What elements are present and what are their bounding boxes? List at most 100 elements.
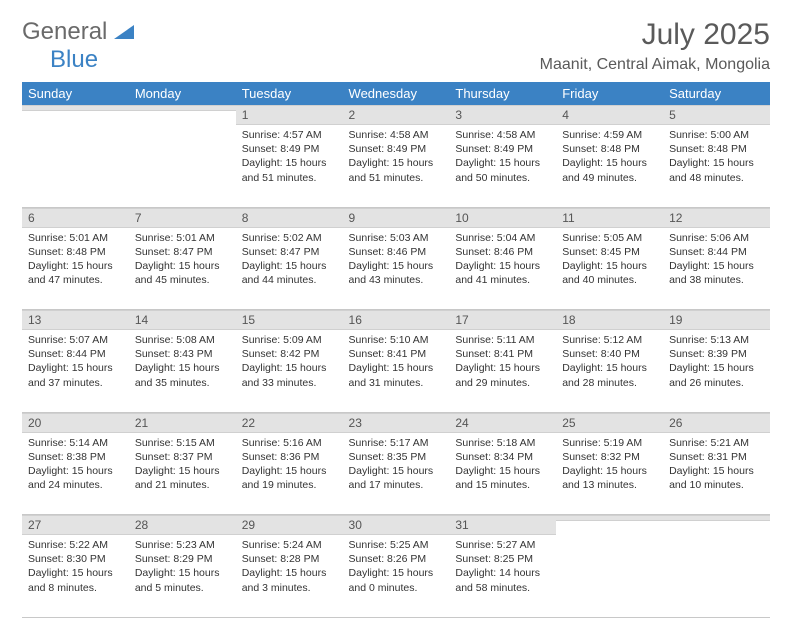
- day-cell: Sunrise: 5:25 AMSunset: 8:26 PMDaylight:…: [343, 535, 450, 617]
- day-number-cell: 23: [343, 412, 450, 433]
- sunset-text: Sunset: 8:44 PM: [28, 347, 123, 361]
- daylight-text: Daylight: 15 hours and 33 minutes.: [242, 361, 337, 389]
- day-cell: Sunrise: 5:24 AMSunset: 8:28 PMDaylight:…: [236, 535, 343, 617]
- calendar-content-row: Sunrise: 5:14 AMSunset: 8:38 PMDaylight:…: [22, 433, 770, 515]
- calendar-daynum-row: 12345: [22, 105, 770, 125]
- day-cell: Sunrise: 5:12 AMSunset: 8:40 PMDaylight:…: [556, 330, 663, 412]
- day-details: Sunrise: 5:24 AMSunset: 8:28 PMDaylight:…: [236, 535, 343, 601]
- day-header: Sunday: [22, 82, 129, 105]
- day-header: Monday: [129, 82, 236, 105]
- daylight-text: Daylight: 15 hours and 31 minutes.: [349, 361, 444, 389]
- day-number: [129, 105, 236, 111]
- day-details: Sunrise: 5:05 AMSunset: 8:45 PMDaylight:…: [556, 228, 663, 294]
- day-cell: Sunrise: 5:21 AMSunset: 8:31 PMDaylight:…: [663, 433, 770, 515]
- day-cell: Sunrise: 5:23 AMSunset: 8:29 PMDaylight:…: [129, 535, 236, 617]
- daylight-text: Daylight: 15 hours and 45 minutes.: [135, 259, 230, 287]
- day-number-cell: 29: [236, 515, 343, 536]
- day-cell: Sunrise: 5:14 AMSunset: 8:38 PMDaylight:…: [22, 433, 129, 515]
- day-details: Sunrise: 5:09 AMSunset: 8:42 PMDaylight:…: [236, 330, 343, 396]
- day-header: Friday: [556, 82, 663, 105]
- day-number-cell: 26: [663, 412, 770, 433]
- sunset-text: Sunset: 8:31 PM: [669, 450, 764, 464]
- day-details: Sunrise: 5:06 AMSunset: 8:44 PMDaylight:…: [663, 228, 770, 294]
- day-cell: [556, 535, 663, 617]
- daylight-text: Daylight: 14 hours and 58 minutes.: [455, 566, 550, 594]
- day-number: 17: [449, 310, 556, 330]
- sunrise-text: Sunrise: 5:14 AM: [28, 436, 123, 450]
- sunset-text: Sunset: 8:36 PM: [242, 450, 337, 464]
- day-number-cell: 16: [343, 310, 450, 331]
- daylight-text: Daylight: 15 hours and 48 minutes.: [669, 156, 764, 184]
- sunrise-text: Sunrise: 5:09 AM: [242, 333, 337, 347]
- sunset-text: Sunset: 8:43 PM: [135, 347, 230, 361]
- day-cell: Sunrise: 5:01 AMSunset: 8:48 PMDaylight:…: [22, 228, 129, 310]
- day-header: Thursday: [449, 82, 556, 105]
- sunset-text: Sunset: 8:26 PM: [349, 552, 444, 566]
- day-number: 8: [236, 208, 343, 228]
- day-number-cell: 17: [449, 310, 556, 331]
- day-details: Sunrise: 4:58 AMSunset: 8:49 PMDaylight:…: [449, 125, 556, 191]
- logo: General Blue: [22, 18, 134, 74]
- day-number-cell: [556, 515, 663, 536]
- day-number: 1: [236, 105, 343, 125]
- day-cell: Sunrise: 5:27 AMSunset: 8:25 PMDaylight:…: [449, 535, 556, 617]
- sunrise-text: Sunrise: 5:23 AM: [135, 538, 230, 552]
- day-cell: Sunrise: 5:15 AMSunset: 8:37 PMDaylight:…: [129, 433, 236, 515]
- day-number-cell: [129, 105, 236, 125]
- sunrise-text: Sunrise: 5:00 AM: [669, 128, 764, 142]
- title-block: July 2025 Maanit, Central Aimak, Mongoli…: [540, 18, 770, 74]
- day-number-cell: 1: [236, 105, 343, 125]
- sunset-text: Sunset: 8:44 PM: [669, 245, 764, 259]
- daylight-text: Daylight: 15 hours and 40 minutes.: [562, 259, 657, 287]
- day-number-cell: 24: [449, 412, 556, 433]
- day-details: Sunrise: 5:13 AMSunset: 8:39 PMDaylight:…: [663, 330, 770, 396]
- day-number-cell: 22: [236, 412, 343, 433]
- day-number-cell: 18: [556, 310, 663, 331]
- sunrise-text: Sunrise: 5:03 AM: [349, 231, 444, 245]
- day-cell: Sunrise: 5:06 AMSunset: 8:44 PMDaylight:…: [663, 228, 770, 310]
- day-cell: Sunrise: 5:01 AMSunset: 8:47 PMDaylight:…: [129, 228, 236, 310]
- sunset-text: Sunset: 8:25 PM: [455, 552, 550, 566]
- day-number-cell: 31: [449, 515, 556, 536]
- day-cell: [663, 535, 770, 617]
- daylight-text: Daylight: 15 hours and 49 minutes.: [562, 156, 657, 184]
- day-details: Sunrise: 5:01 AMSunset: 8:48 PMDaylight:…: [22, 228, 129, 294]
- sunset-text: Sunset: 8:35 PM: [349, 450, 444, 464]
- day-number: 15: [236, 310, 343, 330]
- sunrise-text: Sunrise: 5:27 AM: [455, 538, 550, 552]
- day-number-cell: [22, 105, 129, 125]
- day-number-cell: 3: [449, 105, 556, 125]
- day-details: Sunrise: 5:07 AMSunset: 8:44 PMDaylight:…: [22, 330, 129, 396]
- logo-text: General Blue: [22, 18, 134, 74]
- sunset-text: Sunset: 8:37 PM: [135, 450, 230, 464]
- sunrise-text: Sunrise: 5:24 AM: [242, 538, 337, 552]
- day-cell: Sunrise: 5:04 AMSunset: 8:46 PMDaylight:…: [449, 228, 556, 310]
- sunset-text: Sunset: 8:47 PM: [242, 245, 337, 259]
- day-number-cell: 5: [663, 105, 770, 125]
- day-cell: Sunrise: 5:02 AMSunset: 8:47 PMDaylight:…: [236, 228, 343, 310]
- day-number-cell: [663, 515, 770, 536]
- day-number: 24: [449, 413, 556, 433]
- day-details: Sunrise: 5:08 AMSunset: 8:43 PMDaylight:…: [129, 330, 236, 396]
- day-number-cell: 6: [22, 207, 129, 228]
- day-cell: Sunrise: 4:59 AMSunset: 8:48 PMDaylight:…: [556, 125, 663, 207]
- sunrise-text: Sunrise: 5:07 AM: [28, 333, 123, 347]
- day-cell: Sunrise: 5:00 AMSunset: 8:48 PMDaylight:…: [663, 125, 770, 207]
- day-number: 22: [236, 413, 343, 433]
- day-number-cell: 21: [129, 412, 236, 433]
- day-number: [663, 515, 770, 521]
- sunrise-text: Sunrise: 5:04 AM: [455, 231, 550, 245]
- day-number: 4: [556, 105, 663, 125]
- sunrise-text: Sunrise: 5:10 AM: [349, 333, 444, 347]
- day-header: Saturday: [663, 82, 770, 105]
- sunset-text: Sunset: 8:46 PM: [349, 245, 444, 259]
- day-details: Sunrise: 5:22 AMSunset: 8:30 PMDaylight:…: [22, 535, 129, 601]
- day-cell: Sunrise: 5:17 AMSunset: 8:35 PMDaylight:…: [343, 433, 450, 515]
- day-number: 13: [22, 310, 129, 330]
- sunset-text: Sunset: 8:48 PM: [28, 245, 123, 259]
- sunset-text: Sunset: 8:41 PM: [455, 347, 550, 361]
- day-number: 23: [343, 413, 450, 433]
- day-cell: [22, 125, 129, 207]
- sunrise-text: Sunrise: 5:02 AM: [242, 231, 337, 245]
- daylight-text: Daylight: 15 hours and 24 minutes.: [28, 464, 123, 492]
